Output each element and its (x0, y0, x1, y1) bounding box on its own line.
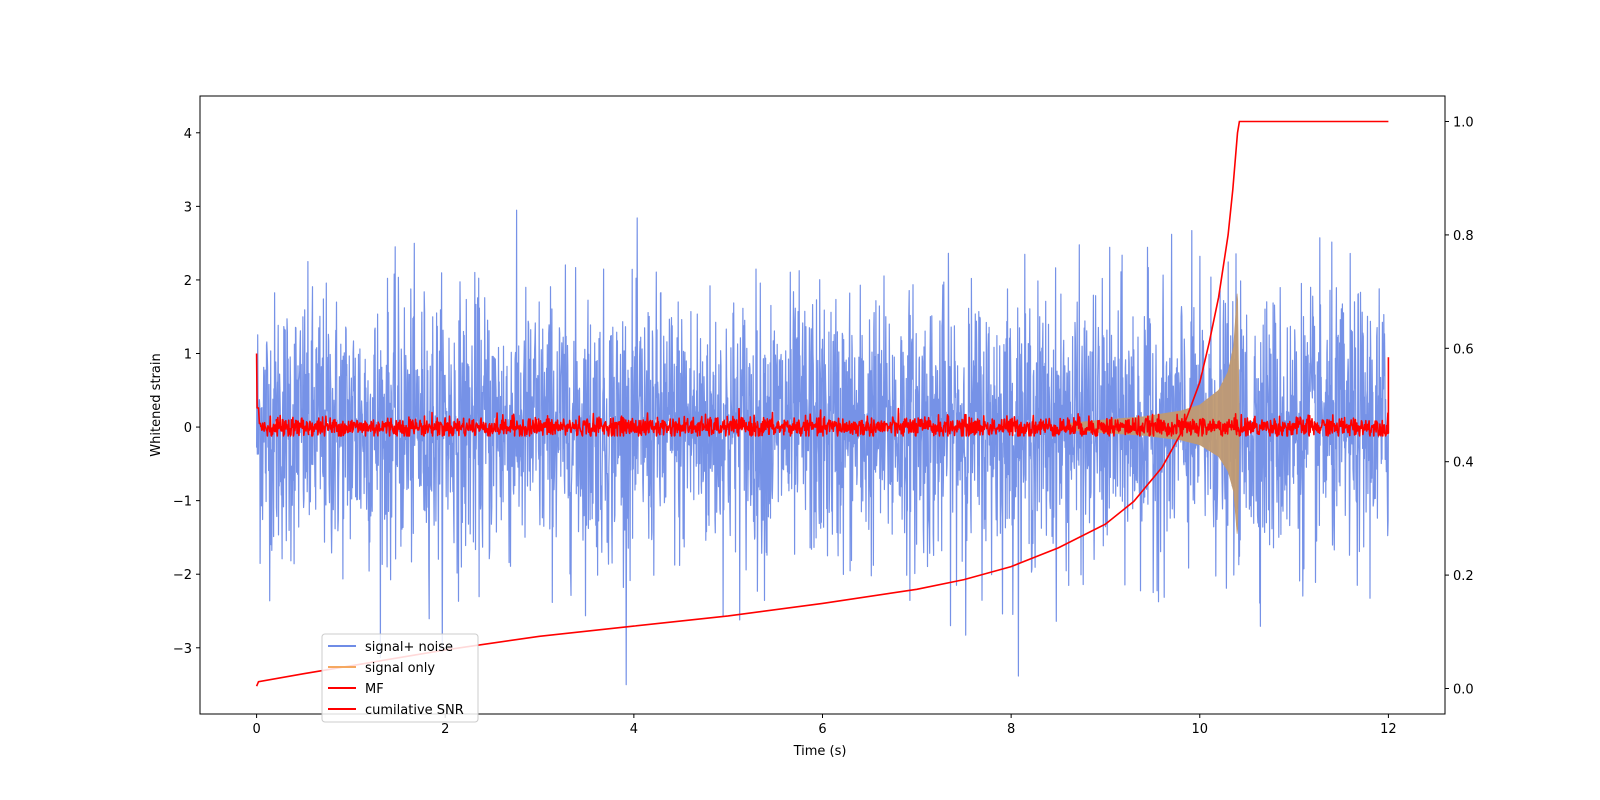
y2-axis-ticks: 0.0 0.2 0.4 0.6 0.8 1.0 (1445, 116, 1474, 697)
legend-box (321, 633, 479, 723)
x-axis-ticks: 0 2 4 6 8 10 12 (252, 714, 1397, 737)
x-tick-label: 8 (1007, 722, 1015, 737)
x-tick-label: 6 (818, 722, 826, 737)
y-axis-label: Whitened strain (149, 353, 164, 456)
legend: signal+ noise signal only MF cumilative … (321, 633, 479, 723)
x-tick-label: 10 (1191, 722, 1208, 737)
series-mf-line (255, 353, 1390, 437)
legend-label-mf: MF (365, 682, 384, 697)
y-tick-label: −1 (173, 495, 192, 510)
y2-tick-label: 0.8 (1453, 229, 1474, 244)
y2-tick-label: 0.0 (1453, 682, 1474, 697)
y-tick-label: 4 (184, 127, 192, 142)
x-tick-label: 12 (1380, 722, 1397, 737)
x-tick-label: 4 (630, 722, 638, 737)
y-tick-label: 0 (184, 421, 192, 436)
legend-label-signal-plus-noise: signal+ noise (365, 640, 453, 655)
y-tick-label: 3 (184, 200, 192, 215)
legend-label-cumulative-snr: cumilative SNR (365, 703, 464, 718)
y-tick-label: 2 (184, 274, 192, 289)
y2-tick-label: 0.4 (1453, 456, 1474, 471)
y2-tick-label: 0.6 (1453, 342, 1474, 357)
y2-tick-label: 1.0 (1453, 116, 1474, 131)
y-axis-ticks: −3 −2 −1 0 1 2 3 4 (173, 127, 200, 657)
y2-tick-label: 0.2 (1453, 569, 1474, 584)
y-tick-label: −3 (173, 642, 192, 657)
series-signal-plus-noise-line (256, 209, 1389, 686)
legend-label-signal-only: signal only (365, 661, 435, 676)
x-tick-label: 0 (252, 722, 260, 737)
y-tick-label: −2 (173, 568, 192, 583)
y-tick-label: 1 (184, 348, 192, 363)
x-axis-label: Time (s) (793, 744, 847, 759)
x-tick-label: 2 (441, 722, 449, 737)
